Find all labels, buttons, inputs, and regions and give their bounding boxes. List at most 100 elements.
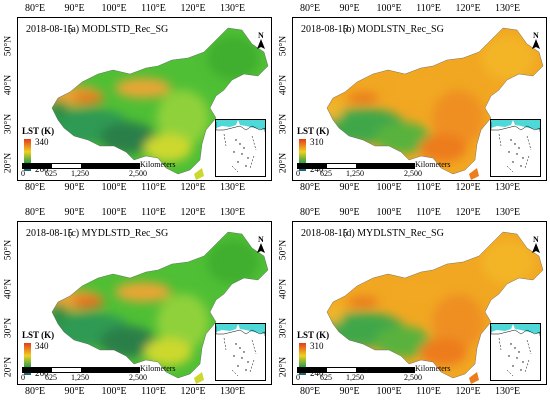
scale-bar: Kilometers 0 625 1,250 2,500: [21, 160, 176, 179]
north-arrow-icon: N: [531, 235, 541, 253]
lon-label-bottom: 130°E: [219, 182, 246, 193]
legend-label: LST (K): [22, 330, 55, 340]
lon-label-bottom: 130°E: [219, 386, 246, 397]
legend-colorbar: [299, 343, 306, 375]
lat-label: 30°N: [278, 317, 289, 339]
lst-map: [51, 231, 269, 384]
map-frame: 2018-08-15 (a) MODLSTD_Rec_SG N LST (K) …: [17, 17, 272, 181]
south-china-sea-inset: [215, 323, 266, 381]
scale-tick: 1,250: [71, 169, 89, 178]
hainan-island: [469, 168, 479, 180]
lon-label-top: 90°E: [339, 207, 360, 218]
lon-label-bottom: 80°E: [299, 386, 321, 397]
north-label: N: [533, 235, 539, 244]
lon-label-top: 110°E: [416, 3, 441, 14]
lon-label-bottom: 90°E: [64, 386, 85, 397]
lon-label-bottom: 90°E: [339, 386, 360, 397]
lst-map: [326, 231, 544, 384]
lon-label-top: 80°E: [299, 3, 321, 14]
scale-tick: 2,500: [404, 373, 422, 382]
hainan-island: [194, 168, 204, 180]
lon-label-top: 100°E: [101, 207, 127, 218]
lat-label: 40°N: [3, 74, 14, 96]
lon-label-top: 90°E: [64, 207, 85, 218]
lon-label-bottom: 80°E: [24, 182, 46, 193]
lat-label: 20°N: [3, 356, 14, 378]
map-date: 2018-08-15: [301, 24, 348, 35]
lon-label-top: 130°E: [494, 207, 521, 218]
map-panel-2: 80°E 80°E 90°E 90°E 100°E 100°E 110°E 110°E 120°…: [3, 207, 272, 397]
lon-label-bottom: 110°E: [141, 386, 166, 397]
lst-map: [326, 27, 544, 180]
south-china-sea-inset: [215, 119, 266, 177]
map-frame: 2018-08-15 (c) MYDLSTD_Rec_SG N LST (K) …: [17, 221, 272, 385]
map-title: (b) MODLSTN_Rec_SG: [343, 24, 444, 35]
scale-bar: Kilometers 0 625 1,250 2,500: [296, 160, 451, 179]
lon-label-bottom: 90°E: [64, 182, 85, 193]
lon-label-top: 110°E: [141, 207, 166, 218]
north-label: N: [258, 235, 264, 244]
legend-colorbar: [24, 139, 31, 171]
lon-label-bottom: 100°E: [376, 182, 402, 193]
legend-min: 240: [310, 164, 324, 174]
lat-label: 40°N: [278, 278, 289, 300]
scale-unit: Kilometers: [415, 364, 451, 373]
hainan-island: [194, 372, 204, 384]
map-frame: 2018-08-15 (d) MYDLSTN_Rec_SG N LST (K) …: [292, 221, 547, 385]
scale-tick: 1,250: [71, 373, 89, 382]
scale-tick: 625: [45, 373, 57, 382]
lat-label: 30°N: [278, 113, 289, 135]
lon-label-bottom: 90°E: [339, 182, 360, 193]
north-label: N: [258, 31, 264, 40]
scale-tick: 0: [296, 169, 300, 178]
scale-bar-segments: [297, 163, 415, 169]
lon-label-top: 80°E: [24, 207, 46, 218]
lat-label: 40°N: [3, 278, 14, 300]
scale-bar: Kilometers 0 625 1,250 2,500: [296, 364, 451, 383]
legend-min: 260: [35, 164, 49, 174]
lon-label-top: 100°E: [101, 3, 127, 14]
lon-label-bottom: 130°E: [494, 182, 521, 193]
lon-label-top: 130°E: [494, 3, 521, 14]
legend-max: 340: [35, 137, 49, 147]
north-arrow-icon: N: [531, 31, 541, 49]
map-title: (a) MODLSTD_Rec_SG: [68, 24, 169, 35]
legend-colorbar: [299, 139, 306, 171]
lat-label: 50°N: [278, 239, 289, 261]
lon-label-top: 90°E: [339, 3, 360, 14]
lon-label-bottom: 110°E: [416, 182, 441, 193]
map-date: 2018-08-15: [26, 24, 73, 35]
lon-label-top: 100°E: [376, 3, 402, 14]
lon-label-bottom: 80°E: [24, 386, 46, 397]
lon-label-bottom: 100°E: [101, 182, 127, 193]
lon-label-bottom: 80°E: [299, 182, 321, 193]
legend-label: LST (K): [297, 126, 330, 136]
map-title: (c) MYDLSTD_Rec_SG: [68, 228, 169, 239]
legend-max: 310: [310, 341, 324, 351]
lon-label-bottom: 120°E: [180, 386, 206, 397]
scale-tick: 625: [320, 373, 332, 382]
lon-label-bottom: 100°E: [376, 386, 402, 397]
lat-label: 50°N: [3, 35, 14, 57]
scale-unit: Kilometers: [140, 364, 176, 373]
map-date: 2018-08-15: [301, 228, 348, 239]
lat-label: 40°N: [278, 74, 289, 96]
lat-label: 20°N: [278, 152, 289, 174]
lst-map: [51, 27, 269, 180]
scale-unit: Kilometers: [415, 160, 451, 169]
legend-max: 340: [35, 341, 49, 351]
scale-tick: 2,500: [129, 373, 147, 382]
lon-label-top: 130°E: [219, 207, 246, 218]
map-date: 2018-08-15: [26, 228, 73, 239]
legend-colorbar: [24, 343, 31, 375]
lat-label: 50°N: [3, 239, 14, 261]
hainan-island: [469, 372, 479, 384]
legend-label: LST (K): [22, 126, 55, 136]
lon-label-bottom: 120°E: [455, 386, 481, 397]
north-arrow-icon: N: [256, 31, 266, 49]
lat-label: 30°N: [3, 317, 14, 339]
lon-label-top: 110°E: [416, 207, 441, 218]
scale-bar-segments: [22, 163, 140, 169]
scale-tick: 1,250: [346, 169, 364, 178]
lat-label: 50°N: [278, 35, 289, 57]
